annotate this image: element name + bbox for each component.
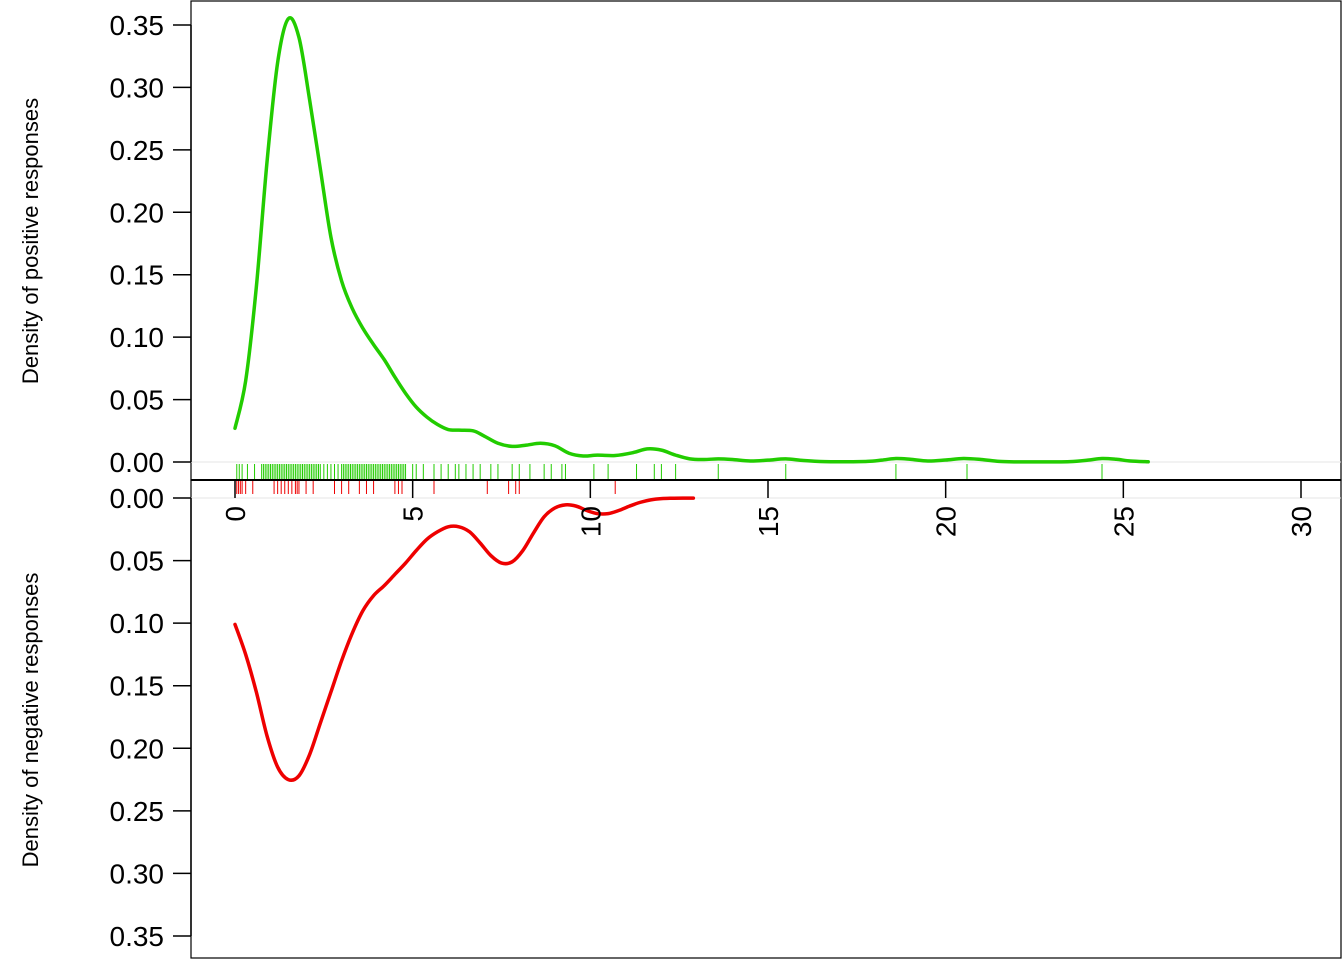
x-tick-label: 0 bbox=[220, 506, 251, 522]
bottom-y-tick-label: 0.00 bbox=[110, 483, 165, 514]
x-tick-label: 20 bbox=[931, 506, 962, 537]
x-tick-label: 10 bbox=[575, 506, 606, 537]
top-y-axis-title: Density of positive responses bbox=[18, 98, 43, 384]
top-y-tick-label: 0.05 bbox=[110, 385, 165, 416]
positive-density-line bbox=[233, 16, 1150, 464]
density-lines bbox=[233, 16, 1150, 782]
top-y-tick-label: 0.25 bbox=[110, 135, 165, 166]
axis-labels: 0.00 0.05 0.10 0.15 0.20 0.25 0.30 0.35 0.00 0.05… bbox=[18, 10, 1317, 952]
bottom-y-tick-label: 0.10 bbox=[110, 608, 165, 639]
x-tick-label: 5 bbox=[398, 506, 429, 522]
top-y-tick-label: 0.00 bbox=[110, 447, 165, 478]
bottom-y-tick-label: 0.30 bbox=[110, 858, 165, 889]
x-tick-label: 30 bbox=[1286, 506, 1317, 537]
top-y-tick-label: 0.20 bbox=[110, 197, 165, 228]
bottom-y-tick-label: 0.25 bbox=[110, 796, 165, 827]
rug-marks bbox=[236, 464, 1103, 494]
axes bbox=[173, 24, 1341, 937]
bottom-y-tick-label: 0.05 bbox=[110, 546, 165, 577]
bottom-panel-box bbox=[190, 479, 1342, 959]
top-y-tick-label: 0.10 bbox=[110, 322, 165, 353]
top-y-tick-label: 0.35 bbox=[110, 10, 165, 41]
bottom-y-axis-title: Density of negative responses bbox=[18, 573, 43, 868]
x-tick-label: 15 bbox=[753, 506, 784, 537]
top-y-tick-label: 0.15 bbox=[110, 260, 165, 291]
x-tick-label: 25 bbox=[1108, 506, 1139, 537]
bottom-y-tick-label: 0.20 bbox=[110, 733, 165, 764]
top-y-tick-label: 0.30 bbox=[110, 72, 165, 103]
negative-density-line bbox=[233, 496, 696, 782]
top-panel-box bbox=[190, 0, 1342, 481]
bottom-y-tick-label: 0.15 bbox=[110, 671, 165, 702]
bottom-y-tick-label: 0.35 bbox=[110, 921, 165, 952]
